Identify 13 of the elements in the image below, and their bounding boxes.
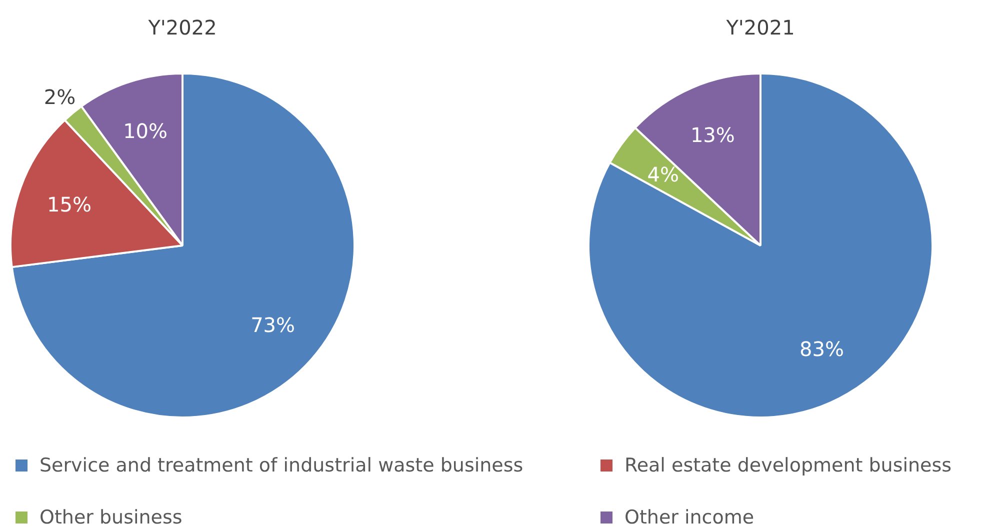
- data-label: 4%: [647, 162, 679, 187]
- data-label: 83%: [800, 337, 844, 362]
- legend-label: Real estate development business: [624, 454, 952, 476]
- data-label: 2%: [44, 85, 76, 110]
- chart-title: Y'2021: [725, 16, 795, 40]
- data-label: 13%: [690, 123, 735, 147]
- legend-label: Other income: [624, 506, 754, 527]
- legend-label: Other business: [40, 506, 182, 527]
- data-label: 73%: [250, 313, 296, 338]
- chart-title: Y'2022: [147, 16, 217, 40]
- legend-label: Service and treatment of industrial waste business: [40, 454, 524, 476]
- data-label: 10%: [123, 118, 168, 143]
- data-label: 15%: [46, 192, 92, 217]
